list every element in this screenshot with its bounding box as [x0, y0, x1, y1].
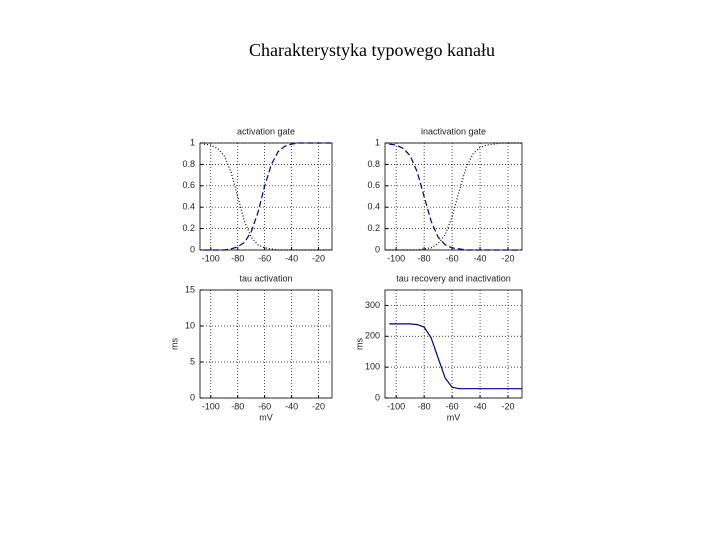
y-tick-label: 200 [365, 331, 380, 341]
x-tick-label: -100 [387, 401, 405, 411]
plot-area [385, 143, 522, 250]
x-tick-label: -80 [418, 253, 431, 263]
plot-area [200, 290, 332, 398]
axes-title: inactivation gate [421, 126, 486, 136]
x-tick-label: -20 [312, 253, 325, 263]
x-tick-label: -40 [474, 401, 487, 411]
plot-area [200, 143, 332, 250]
y-tick-label: 0.8 [182, 159, 195, 169]
x-tick-label: -80 [418, 401, 431, 411]
y-tick-label: 15 [185, 284, 195, 294]
x-tick-label: -20 [502, 253, 515, 263]
y-tick-label: 300 [365, 300, 380, 310]
axes-frame [384, 142, 523, 251]
plot-area [385, 290, 522, 398]
y-tick-label: 0 [375, 244, 380, 254]
x-axis-label: mV [447, 412, 461, 422]
y-tick-label: 0.6 [367, 180, 380, 190]
axes-title: tau recovery and inactivation [396, 273, 511, 283]
x-tick-label: -40 [474, 253, 487, 263]
y-tick-label: 0.8 [367, 159, 380, 169]
x-tick-label: -40 [285, 253, 298, 263]
x-tick-label: -80 [231, 401, 244, 411]
axes-title: tau activation [239, 273, 292, 283]
x-tick-label: -100 [202, 253, 220, 263]
y-tick-label: 100 [365, 362, 380, 372]
y-tick-label: 0 [375, 392, 380, 402]
x-tick-label: -60 [446, 253, 459, 263]
y-tick-label: 0 [190, 392, 195, 402]
line-series [389, 142, 522, 251]
y-tick-label: 1 [375, 137, 380, 147]
y-tick-label: 0.2 [367, 223, 380, 233]
x-tick-label: -100 [387, 253, 405, 263]
y-tick-label: 5 [190, 356, 195, 366]
x-tick-label: -20 [502, 401, 515, 411]
y-tick-label: 0.4 [182, 202, 195, 212]
y-tick-label: 0.2 [182, 223, 195, 233]
y-axis-label: ms [354, 338, 364, 350]
y-tick-label: 1 [190, 137, 195, 147]
x-tick-label: -60 [258, 401, 271, 411]
line-series [204, 142, 332, 251]
x-tick-label: -80 [231, 253, 244, 263]
axes-title: activation gate [237, 126, 295, 136]
x-tick-label: -20 [312, 401, 325, 411]
x-tick-label: -40 [285, 401, 298, 411]
y-tick-label: 10 [185, 320, 195, 330]
axes-frame [199, 142, 333, 251]
x-tick-label: -60 [446, 401, 459, 411]
line-series [389, 143, 522, 251]
axes-frame [199, 289, 333, 399]
slide-title: Charakterystyka typowego kanału [249, 40, 495, 60]
y-tick-label: 0.6 [182, 180, 195, 190]
x-tick-label: -100 [202, 401, 220, 411]
x-tick-label: -60 [258, 253, 271, 263]
y-axis-label: ms [169, 338, 179, 350]
x-axis-label: mV [259, 412, 273, 422]
line-series [389, 323, 522, 390]
y-tick-label: 0.4 [367, 202, 380, 212]
line-series [203, 143, 332, 251]
axes-frame [384, 289, 523, 399]
y-tick-label: 0 [190, 244, 195, 254]
